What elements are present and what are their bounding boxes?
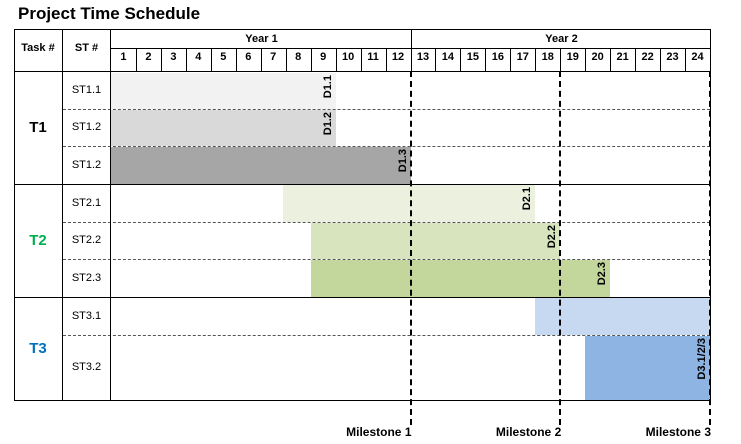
month-header: 5	[220, 51, 227, 63]
year1-header: Year 1	[245, 33, 278, 45]
deliverable-label: D2.2	[546, 225, 559, 249]
subtask-label: ST3.1	[71, 309, 102, 322]
task-label: T1	[29, 119, 47, 136]
month-header: 19	[566, 51, 579, 63]
month-column-line	[285, 48, 287, 71]
row-divider-line	[63, 335, 710, 336]
milestone-label: Milestone 1	[346, 425, 412, 439]
month-column-line	[660, 48, 662, 71]
month-header: 18	[541, 51, 554, 63]
subtask-label: ST2.2	[71, 234, 102, 246]
header-bottom-border	[14, 71, 710, 72]
deliverable-label: D2.1	[521, 187, 534, 211]
month-header: 15	[466, 51, 479, 63]
month-header: 13	[416, 51, 430, 63]
gantt-bar	[111, 147, 411, 184]
month-column-line	[460, 48, 462, 71]
milestone-line	[559, 71, 562, 425]
milestone-line	[709, 71, 711, 425]
month-column-line	[435, 48, 437, 71]
month-header: 22	[641, 51, 654, 63]
month-column-line	[210, 48, 212, 71]
gantt-bar	[111, 73, 336, 109]
month-column-line	[635, 48, 637, 71]
month-header: 8	[295, 51, 302, 63]
month-header: 2	[145, 51, 152, 63]
milestone-line	[409, 71, 412, 425]
table-vertical-border	[110, 29, 111, 400]
month-header: 24	[691, 51, 704, 63]
page-title: Project Time Schedule	[18, 4, 201, 23]
month-column-line	[185, 48, 187, 71]
subtask-label: ST2.3	[71, 271, 102, 284]
month-header: 1	[120, 51, 127, 63]
gantt-bar	[310, 260, 611, 297]
month-header: 20	[591, 51, 604, 63]
gantt-bar	[585, 336, 710, 400]
month-column-line	[135, 48, 137, 71]
gantt-bar	[111, 110, 336, 146]
table-bottom-border	[14, 400, 710, 401]
year2-header: Year 2	[545, 33, 578, 45]
month-column-line	[485, 48, 487, 71]
month-header: 23	[666, 51, 679, 63]
row-divider-line	[63, 222, 710, 223]
gantt-bar	[310, 223, 561, 259]
month-column-line	[685, 48, 687, 71]
milestone-label: Milestone 3	[645, 425, 711, 439]
month-column-line	[585, 48, 587, 71]
month-column-line	[160, 48, 162, 71]
deliverable-label: D1.3	[396, 149, 409, 173]
month-column-line	[510, 48, 512, 71]
month-header: 11	[367, 51, 379, 63]
subtask-label: ST1.2	[71, 158, 102, 171]
month-column-line	[535, 48, 537, 71]
month-column-line	[560, 48, 562, 71]
milestone-label: Milestone 2	[495, 425, 562, 439]
gantt-bar	[535, 298, 710, 335]
task-label: T2	[29, 231, 47, 249]
gantt-bar	[283, 185, 536, 222]
deliverable-label: D2.3	[596, 262, 609, 286]
task-divider-line	[14, 184, 710, 185]
row-divider-line	[63, 146, 710, 147]
year-separator-line	[410, 29, 412, 71]
month-header: 6	[245, 51, 252, 63]
subtask-label: ST2.1	[71, 196, 102, 209]
month-header: 4	[195, 51, 202, 63]
st-column-header: ST #	[74, 42, 99, 54]
row-divider-line	[63, 259, 710, 260]
month-header: 16	[491, 51, 504, 63]
month-column-line	[310, 48, 312, 71]
table-top-border	[14, 29, 710, 30]
deliverable-label: D1.2	[321, 112, 334, 136]
month-column-line	[260, 48, 262, 71]
month-column-line	[360, 48, 362, 71]
task-column-header: Task #	[21, 42, 55, 54]
month-header: 10	[341, 51, 355, 63]
deliverable-label: D3.1/2/3	[696, 338, 708, 380]
row-divider-line	[63, 109, 710, 110]
month-header: 9	[320, 51, 327, 63]
month-column-line	[235, 48, 237, 71]
month-column-line	[385, 48, 387, 71]
month-column-line	[610, 48, 612, 71]
subtask-label: ST1.1	[71, 84, 102, 96]
deliverable-label: D1.1	[321, 75, 334, 99]
subtask-label: ST3.2	[71, 361, 102, 373]
task-divider-line	[14, 297, 710, 298]
month-header: 21	[616, 51, 629, 63]
table-vertical-border	[62, 29, 63, 400]
task-label: T3	[29, 339, 47, 357]
month-column-line	[335, 48, 337, 71]
subtask-label: ST1.2	[71, 121, 102, 133]
month-header: 3	[170, 51, 177, 63]
month-header: 14	[441, 51, 455, 63]
table-vertical-border	[14, 29, 15, 400]
month-header: 7	[270, 51, 277, 63]
month-header: 12	[391, 51, 405, 63]
month-header: 17	[516, 51, 529, 63]
